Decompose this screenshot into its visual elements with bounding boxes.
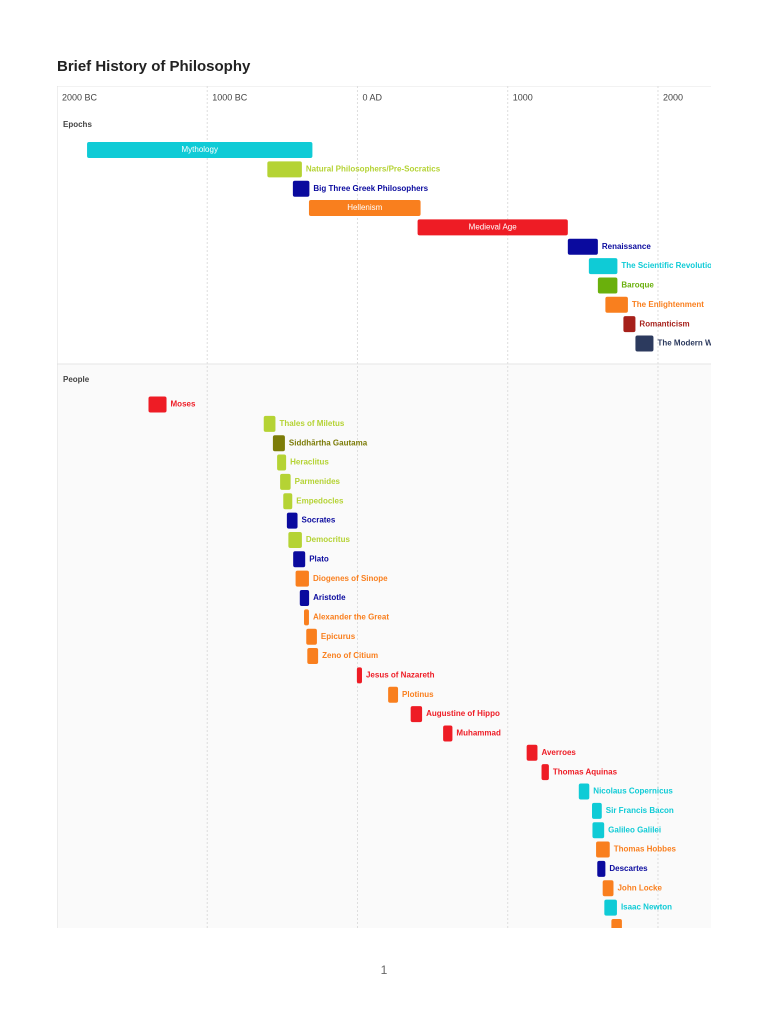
timeline-bar — [303, 609, 309, 626]
section-label: People — [63, 375, 90, 384]
timeline-bar — [299, 590, 310, 606]
timeline-bar — [541, 764, 549, 781]
bar-label: Thales of Miletus — [279, 419, 344, 428]
bar-label: Plato — [309, 554, 329, 563]
timeline-bar — [308, 200, 421, 217]
bar-label: Natural Philosophers/Pre-Socratics — [306, 164, 441, 173]
bar-label: Mythology — [181, 145, 217, 154]
timeline-bar — [635, 335, 654, 352]
timeline-bar — [288, 531, 302, 548]
bar-label: Galileo Galilei — [608, 825, 661, 834]
bar-label: Siddhārtha Gautama — [289, 438, 368, 447]
section-background — [57, 86, 711, 364]
bar-label: Diogenes of Sinope — [313, 574, 388, 583]
timeline-bar — [526, 744, 538, 761]
bar-label: Jesus of Nazareth — [366, 671, 435, 680]
bar-label: Hellenism — [347, 203, 382, 212]
chart-title: Brief History of Philosophy — [57, 58, 251, 75]
timeline-bar — [604, 899, 617, 916]
timeline-bar — [307, 648, 319, 665]
timeline-bar — [611, 918, 622, 928]
timeline-bar — [602, 880, 614, 897]
bar-label: Alexander the Great — [313, 612, 389, 621]
bar-label: Nicolaus Copernicus — [593, 787, 673, 796]
bar-label: Medieval Age — [469, 223, 518, 232]
page-number: 1 — [381, 963, 388, 977]
timeline-bar — [388, 686, 399, 703]
timeline-bar — [623, 316, 636, 333]
bar-label: Descartes — [609, 864, 648, 873]
timeline-bar — [597, 277, 618, 294]
bar-label: Aristotle — [313, 593, 346, 602]
timeline-bar — [596, 841, 610, 858]
timeline-bar — [597, 860, 606, 877]
x-tick-label: 1000 BC — [212, 92, 248, 102]
timeline-bar — [592, 802, 602, 819]
timeline-bar — [292, 180, 310, 197]
bar-label: Renaissance — [602, 242, 651, 251]
bar-label: Romanticism — [639, 319, 689, 328]
timeline-bar — [87, 142, 313, 158]
bar-label: Democritus — [306, 535, 351, 544]
bar-label: Sir Francis Bacon — [606, 806, 674, 815]
bar-label: Thomas Aquinas — [553, 767, 618, 776]
timeline-bar — [605, 296, 628, 313]
timeline-bar — [272, 435, 285, 452]
timeline-bar — [263, 415, 276, 432]
timeline-bar — [280, 473, 291, 490]
section-background — [57, 364, 711, 928]
x-tick-label: 0 AD — [362, 92, 382, 102]
bar-label: Moses — [171, 400, 196, 409]
timeline-bar — [592, 822, 605, 839]
x-tick-label: 2000 — [663, 92, 683, 102]
bar-label: Baroque — [621, 281, 654, 290]
bar-label: John Locke — [617, 883, 662, 892]
bar-label: The Enlightenment — [632, 300, 704, 309]
bar-label: Parmenides — [295, 477, 341, 486]
timeline-bar — [578, 783, 590, 800]
timeline-bar — [588, 258, 618, 275]
timeline-bar — [148, 396, 167, 413]
bar-label: Plotinus — [402, 690, 434, 699]
bar-label: The Modern World — [657, 339, 727, 348]
bar-label: Augustine of Hippo — [426, 709, 500, 718]
bar-label: Isaac Newton — [621, 903, 672, 912]
timeline-bar — [443, 725, 453, 742]
section-label: Epochs — [63, 120, 92, 129]
timeline-bar — [267, 161, 302, 178]
timeline-bar — [286, 512, 298, 529]
timeline-bar — [306, 628, 317, 645]
bar-label: Big Three Greek Philosophers — [313, 184, 428, 193]
timeline-bar — [283, 493, 293, 510]
timeline-bar — [293, 551, 306, 568]
plot-area: 2000 BC 1000 BC 0 AD 1000 2000 Epochs Mytholog… — [57, 86, 727, 928]
bar-label: Socrates — [302, 516, 336, 525]
bar-label: Averroes — [541, 748, 576, 757]
bar-label: Muhammad — [456, 729, 501, 738]
bar-label: Zeno of Citium — [322, 651, 378, 660]
timeline-bar — [277, 454, 287, 471]
timeline-bar — [356, 667, 362, 684]
bar-label: Empedocles — [296, 496, 344, 505]
x-tick-label: 2000 BC — [62, 92, 98, 102]
timeline-bar — [295, 570, 309, 587]
bar-label: The Scientific Revolution — [621, 261, 717, 270]
timeline-bar — [410, 706, 423, 723]
timeline-bar — [567, 238, 598, 255]
x-tick-label: 1000 — [513, 92, 533, 102]
bar-label: Epicurus — [321, 632, 356, 641]
bar-label: Thomas Hobbes — [614, 845, 677, 854]
timeline-bar — [417, 219, 568, 236]
bar-label: Heraclitus — [290, 458, 329, 467]
